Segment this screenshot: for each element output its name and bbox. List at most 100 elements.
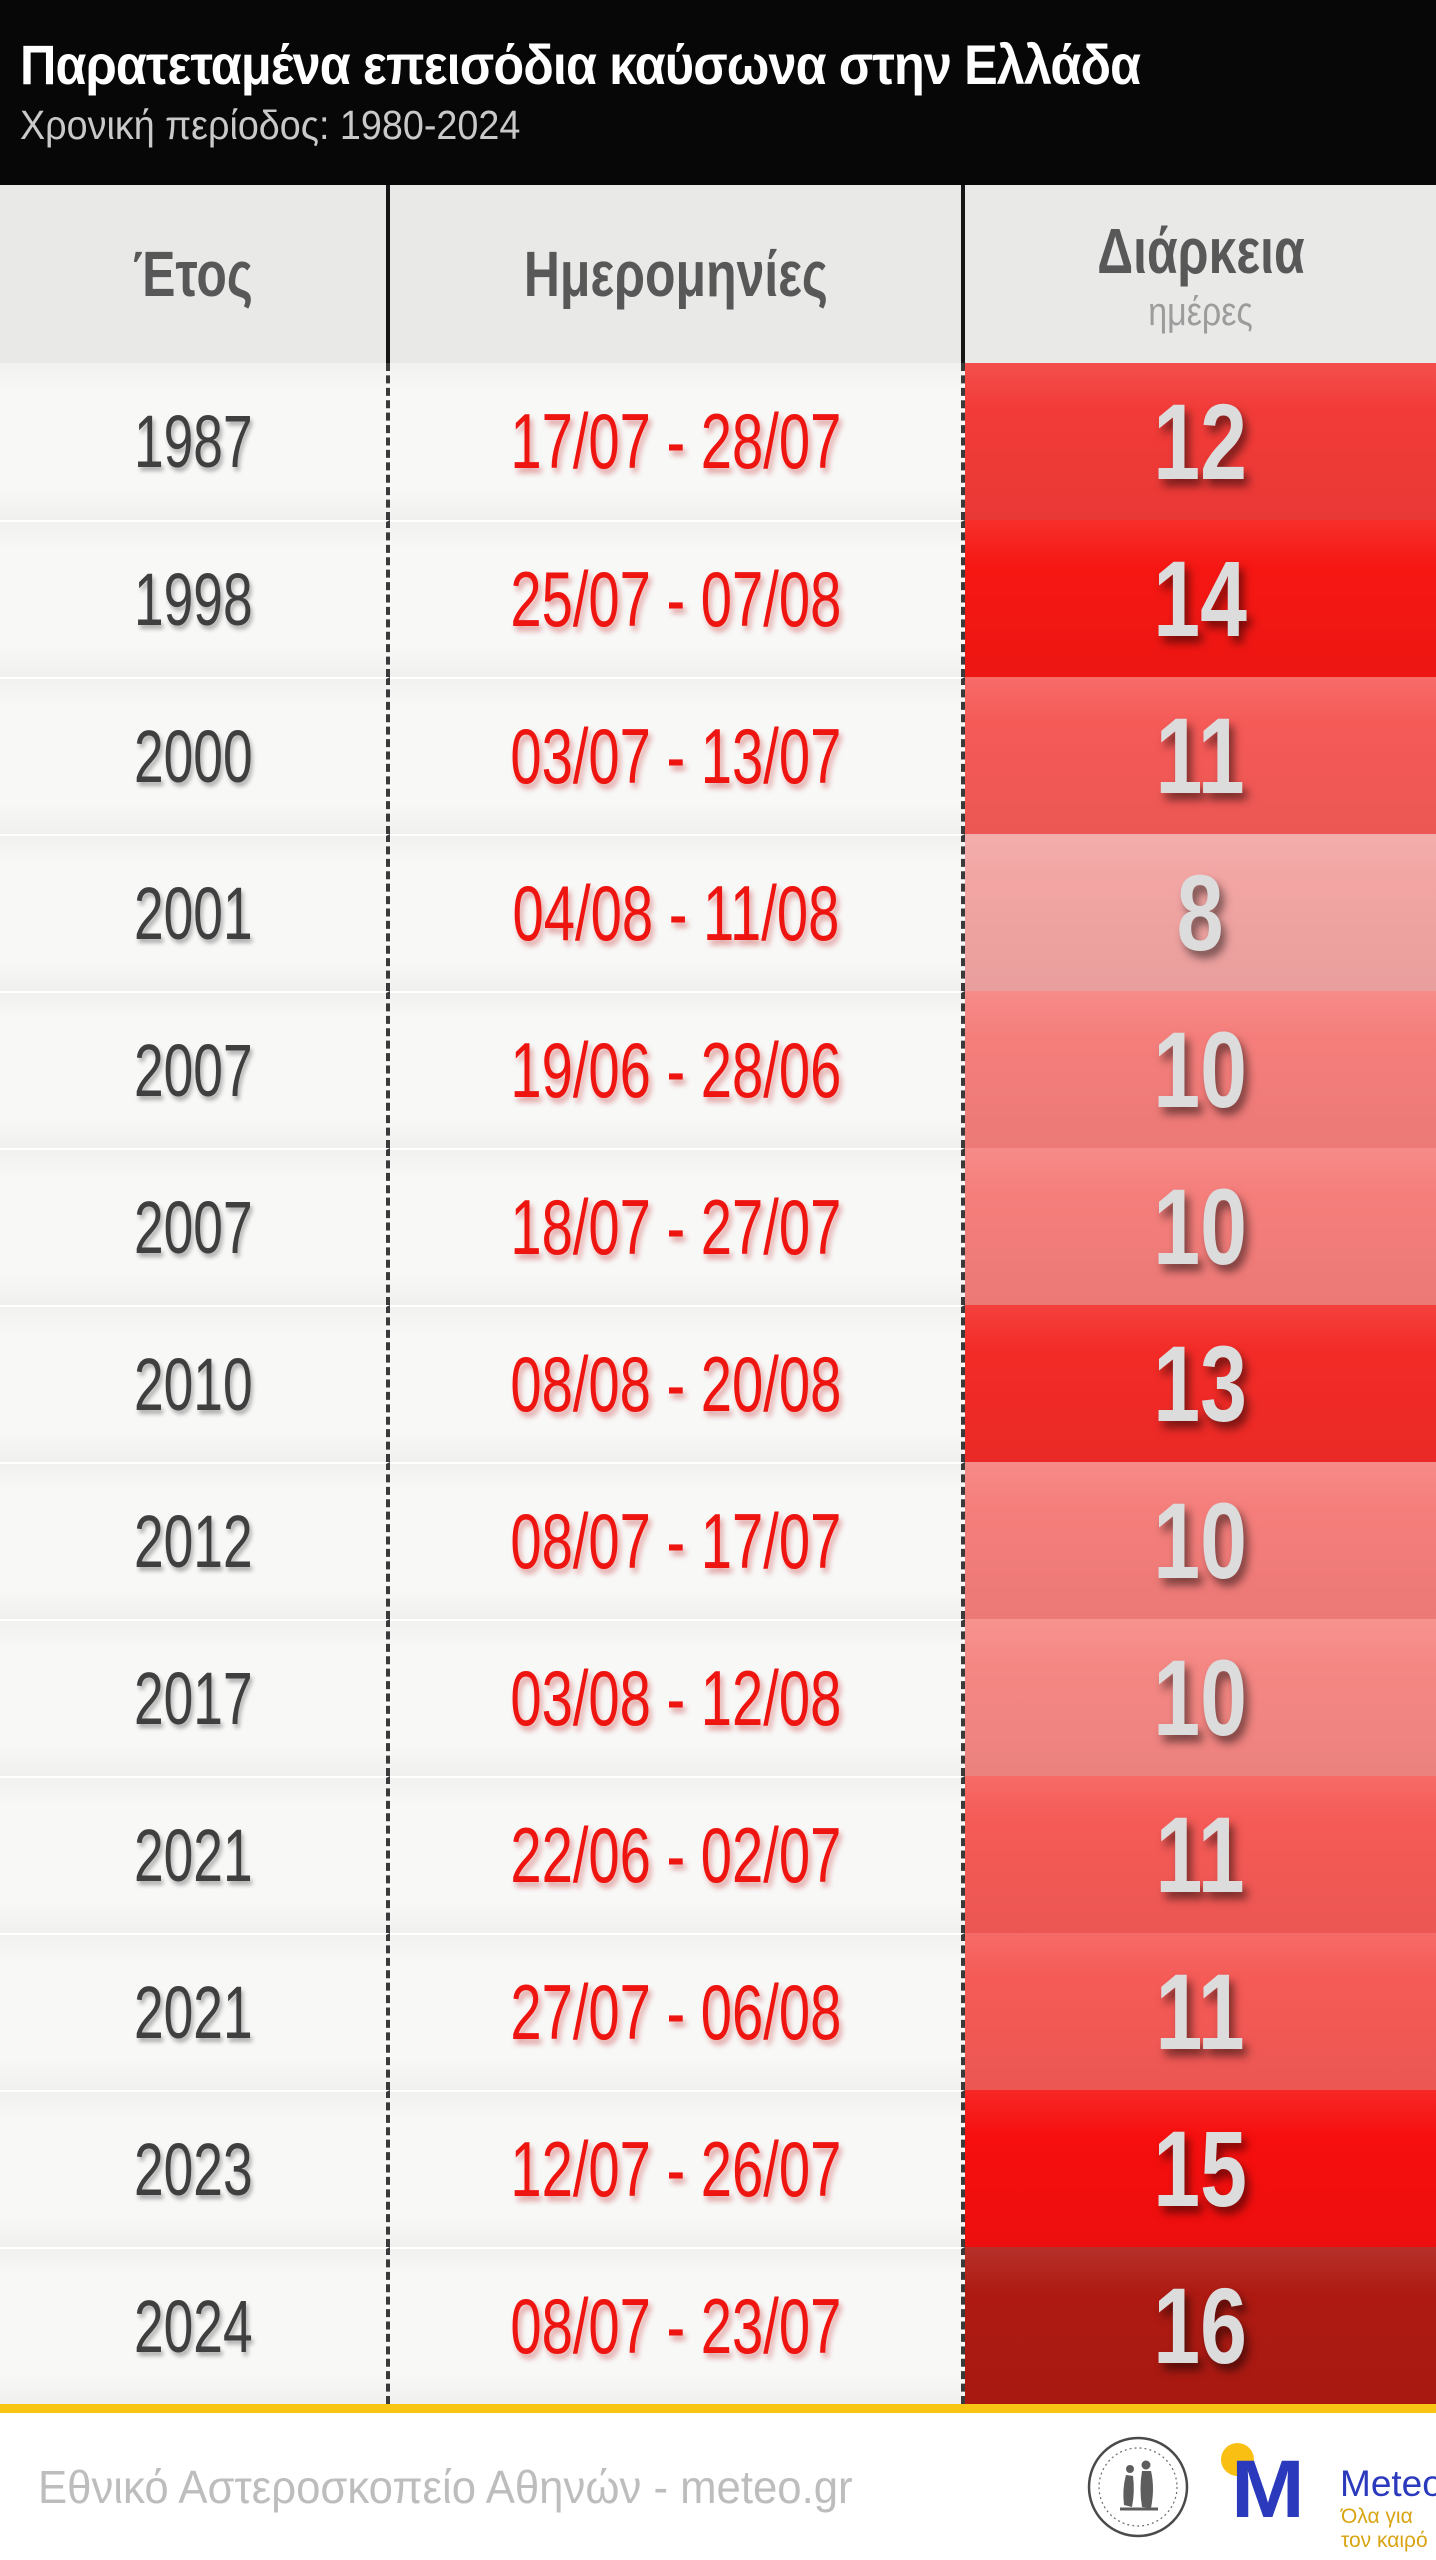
dates-value: 08/07 - 23/07	[509, 2282, 841, 2370]
dates-cell: 25/07 - 07/08	[390, 520, 965, 677]
duration-value: 8	[1177, 852, 1224, 973]
year-value: 2001	[133, 872, 253, 955]
year-value: 1987	[133, 400, 253, 483]
duration-value: 10	[1153, 1009, 1248, 1130]
duration-cell: 13	[965, 1305, 1436, 1462]
year-cell: 2023	[0, 2090, 390, 2247]
duration-cell: 11	[965, 1933, 1436, 2090]
year-cell: 2001	[0, 834, 390, 991]
year-value: 2007	[133, 1186, 253, 1269]
dates-cell: 04/08 - 11/08	[390, 834, 965, 991]
year-value: 1998	[133, 558, 253, 641]
dates-cell: 22/06 - 02/07	[390, 1776, 965, 1933]
duration-cell: 10	[965, 1148, 1436, 1305]
meteo-logo-yellow-dot-icon	[1221, 2443, 1254, 2476]
duration-value: 10	[1153, 1637, 1248, 1758]
dates-cell: 03/08 - 12/08	[390, 1619, 965, 1776]
dates-cell: 27/07 - 06/08	[390, 1933, 965, 2090]
table-row: 2017 03/08 - 12/08 10	[0, 1619, 1436, 1776]
dates-cell: 19/06 - 28/06	[390, 991, 965, 1148]
duration-value: 10	[1153, 1480, 1248, 1601]
dates-value: 27/07 - 06/08	[509, 1968, 841, 2056]
dates-cell: 08/07 - 23/07	[390, 2247, 965, 2404]
year-value: 2017	[133, 1657, 253, 1740]
meteo-logo-m-icon: M	[1231, 2444, 1305, 2535]
duration-value: 12	[1153, 381, 1248, 502]
year-cell: 1998	[0, 520, 390, 677]
duration-cell: 10	[965, 1619, 1436, 1776]
table-row: 2023 12/07 - 26/07 15	[0, 2090, 1436, 2247]
duration-cell: 15	[965, 2090, 1436, 2247]
year-cell: 2012	[0, 1462, 390, 1619]
duration-value: 10	[1153, 1166, 1248, 1287]
dates-cell: 12/07 - 26/07	[390, 2090, 965, 2247]
meteo-logo-wordmark: Meteo	[1340, 2463, 1436, 2504]
duration-value: 15	[1153, 2108, 1248, 2229]
dates-cell: 08/07 - 17/07	[390, 1462, 965, 1619]
year-value: 2021	[133, 1971, 253, 2054]
dates-cell: 17/07 - 28/07	[390, 363, 965, 520]
year-cell: 2000	[0, 677, 390, 834]
year-value: 2010	[133, 1343, 253, 1426]
duration-value: 11	[1155, 695, 1246, 816]
duration-value: 11	[1155, 1951, 1246, 2072]
column-header-dates-label: Ημερομηνίες	[523, 238, 828, 310]
duration-value: 13	[1153, 1323, 1248, 1444]
column-header-year: Έτος	[0, 185, 390, 363]
meteo-tagline-line1: Όλα για	[1341, 2505, 1413, 2528]
dates-cell: 08/08 - 20/08	[390, 1305, 965, 1462]
year-value: 2012	[133, 1500, 253, 1583]
duration-cell: 10	[965, 991, 1436, 1148]
duration-value: 16	[1153, 2265, 1248, 2386]
table-row: 2012 08/07 - 17/07 10	[0, 1462, 1436, 1619]
dates-value: 04/08 - 11/08	[512, 869, 839, 957]
page-title: Παρατεταμένα επεισόδια καύσωνα στην Ελλά…	[20, 32, 1141, 96]
year-value: 2024	[133, 2285, 253, 2368]
header: Παρατεταμένα επεισόδια καύσωνα στην Ελλά…	[0, 0, 1436, 185]
meteo-logo-tagline: Όλα για τον καιρό	[1341, 2505, 1428, 2553]
dates-value: 25/07 - 07/08	[509, 555, 841, 643]
duration-cell: 11	[965, 1776, 1436, 1933]
duration-value: 14	[1153, 538, 1248, 659]
table-row: 2000 03/07 - 13/07 11	[0, 677, 1436, 834]
dates-value: 18/07 - 27/07	[509, 1183, 841, 1271]
page-subtitle: Χρονική περίοδος: 1980-2024	[20, 102, 521, 149]
year-value: 2007	[133, 1029, 253, 1112]
dates-cell: 18/07 - 27/07	[390, 1148, 965, 1305]
year-cell: 2021	[0, 1933, 390, 2090]
footer-credit: Εθνικό Αστεροσκοπείο Αθηνών - meteo.gr	[38, 2460, 853, 2513]
year-cell: 2021	[0, 1776, 390, 1933]
table-row: 1987 17/07 - 28/07 12	[0, 363, 1436, 520]
year-cell: 2007	[0, 1148, 390, 1305]
duration-cell: 10	[965, 1462, 1436, 1619]
table-row: 2007 18/07 - 27/07 10	[0, 1148, 1436, 1305]
year-cell: 2017	[0, 1619, 390, 1776]
dates-value: 17/07 - 28/07	[509, 397, 841, 485]
table-body: 1987 17/07 - 28/07 12 1998 25/07 - 07/08…	[0, 363, 1436, 2404]
dates-value: 22/06 - 02/07	[509, 1811, 841, 1899]
dates-value: 12/07 - 26/07	[509, 2125, 841, 2213]
meteo-tagline-line2: τον καιρό	[1341, 2529, 1428, 2553]
column-header-dates: Ημερομηνίες	[390, 185, 965, 363]
year-cell: 2024	[0, 2247, 390, 2404]
table-row: 2024 08/07 - 23/07 16	[0, 2247, 1436, 2404]
table-row: 2001 04/08 - 11/08 8	[0, 834, 1436, 991]
accent-bar	[0, 2404, 1436, 2413]
noa-observatory-seal-icon	[1087, 2436, 1189, 2538]
year-value: 2000	[133, 715, 253, 798]
table-row: 2021 22/06 - 02/07 11	[0, 1776, 1436, 1933]
column-header-duration-label: Διάρκεια	[1096, 214, 1305, 287]
column-header-year-label: Έτος	[133, 238, 253, 310]
year-value: 2021	[133, 1814, 253, 1897]
duration-cell: 12	[965, 363, 1436, 520]
duration-cell: 14	[965, 520, 1436, 677]
table-row: 2021 27/07 - 06/08 11	[0, 1933, 1436, 2090]
dates-value: 19/06 - 28/06	[509, 1026, 841, 1114]
dates-value: 03/08 - 12/08	[509, 1654, 841, 1742]
meteo-logo: M Meteo Όλα για τον καιρό	[1215, 2441, 1436, 2553]
dates-value: 03/07 - 13/07	[509, 712, 841, 800]
table-row: 2007 19/06 - 28/06 10	[0, 991, 1436, 1148]
duration-cell: 8	[965, 834, 1436, 991]
year-cell: 2010	[0, 1305, 390, 1462]
